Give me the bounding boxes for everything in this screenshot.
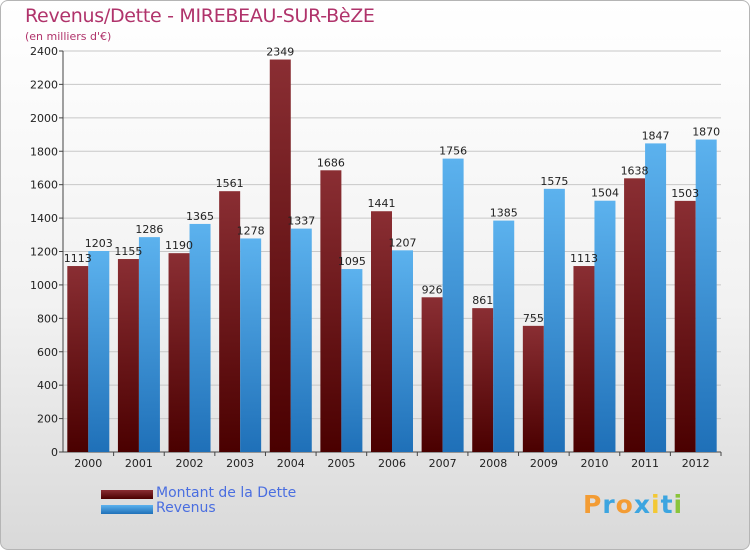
legend-swatch-dette	[101, 490, 153, 499]
y-tick-label: 1000	[30, 279, 58, 292]
y-tick-label: 800	[37, 312, 58, 325]
logo-letter: x	[633, 490, 651, 519]
data-label: 1638	[621, 164, 649, 177]
bar-dette	[624, 178, 646, 452]
bar-dette	[573, 266, 595, 452]
bar-revenus	[138, 237, 160, 452]
y-tick-label: 1400	[30, 212, 58, 225]
data-label: 1441	[368, 197, 396, 210]
data-label: 1686	[317, 156, 345, 169]
logo-letter: o	[615, 490, 634, 519]
data-label: 1203	[85, 237, 113, 250]
x-tick-label: 2006	[378, 457, 406, 470]
y-tick-label: 2000	[30, 112, 58, 125]
data-label: 1847	[642, 129, 670, 142]
x-tick-label: 2010	[580, 457, 608, 470]
bar-revenus	[645, 143, 667, 452]
bar-dette	[320, 170, 342, 453]
bar-dette	[219, 191, 241, 452]
bar-dette	[168, 253, 190, 452]
bar-dette	[522, 325, 544, 452]
chart-subtitle: (en milliers d'€)	[25, 30, 112, 43]
logo-letter: i	[673, 490, 684, 519]
bar-revenus	[240, 238, 262, 452]
y-tick-label: 2200	[30, 78, 58, 91]
chart-title: Revenus/Dette - MIREBEAU-SUR-BèZE	[25, 5, 375, 27]
data-label: 1385	[490, 207, 518, 220]
x-tick-label: 2003	[226, 457, 254, 470]
bar-dette	[371, 211, 392, 452]
x-tick-label: 2005	[327, 457, 355, 470]
y-tick-label: 200	[37, 413, 58, 426]
data-label: 2349	[266, 46, 294, 59]
data-label: 1286	[135, 223, 163, 236]
data-label: 926	[422, 283, 443, 296]
bar-revenus	[594, 200, 616, 452]
data-label: 1278	[237, 224, 265, 237]
y-tick-label: 600	[37, 346, 58, 359]
data-label: 1503	[671, 187, 699, 200]
legend-swatch-revenus	[101, 505, 153, 514]
bar-revenus	[392, 250, 413, 452]
logo-letter: r	[602, 490, 616, 519]
x-tick-label: 2002	[176, 457, 204, 470]
logo-letter: P	[583, 490, 603, 519]
x-tick-label: 2011	[631, 457, 659, 470]
bar-dette	[421, 297, 443, 452]
data-label: 1337	[287, 215, 315, 228]
legend-label-dette: Montant de la Dette	[156, 485, 297, 501]
bar-revenus	[543, 188, 565, 452]
y-tick-label: 0	[51, 446, 58, 459]
data-label: 1365	[186, 210, 214, 223]
x-tick-label: 2000	[74, 457, 102, 470]
data-label: 1095	[338, 255, 366, 268]
y-tick-label: 2400	[30, 45, 58, 58]
bar-dette	[674, 200, 696, 452]
data-label: 1190	[165, 239, 193, 252]
data-label: 1155	[114, 245, 142, 258]
x-tick-label: 2004	[277, 457, 305, 470]
data-label: 1756	[439, 145, 467, 158]
bar-dette	[269, 59, 291, 453]
data-label: 1113	[64, 252, 92, 265]
legend-label-revenus: Revenus	[156, 500, 216, 516]
proxiti-logo: Proxiti	[583, 490, 683, 519]
y-tick-label: 1200	[30, 246, 58, 259]
y-tick-label: 1800	[30, 145, 58, 158]
bar-revenus	[88, 250, 110, 452]
logo-letter: t	[660, 490, 674, 519]
data-label: 861	[472, 294, 493, 307]
data-label: 1561	[216, 177, 244, 190]
bar-dette	[117, 259, 139, 452]
logo-letter: i	[651, 490, 661, 519]
x-tick-label: 2007	[429, 457, 457, 470]
data-label: 755	[523, 312, 544, 325]
bar-revenus	[442, 158, 464, 452]
data-label: 1504	[591, 187, 619, 200]
x-tick-label: 2012	[682, 457, 710, 470]
data-label: 1870	[692, 126, 720, 139]
bar-dette	[472, 308, 494, 452]
data-label: 1207	[389, 236, 417, 249]
x-tick-label: 2008	[479, 457, 507, 470]
bar-revenus	[493, 220, 515, 452]
bar-revenus	[695, 139, 717, 452]
bar-revenus	[189, 223, 211, 452]
y-tick-label: 1600	[30, 179, 58, 192]
x-tick-label: 2009	[530, 457, 558, 470]
data-label: 1113	[570, 252, 598, 265]
bar-revenus	[290, 228, 312, 452]
bar-dette	[67, 266, 89, 452]
bar-revenus	[341, 269, 363, 452]
data-label: 1575	[540, 175, 568, 188]
x-tick-label: 2001	[125, 457, 153, 470]
y-tick-label: 400	[37, 379, 58, 392]
